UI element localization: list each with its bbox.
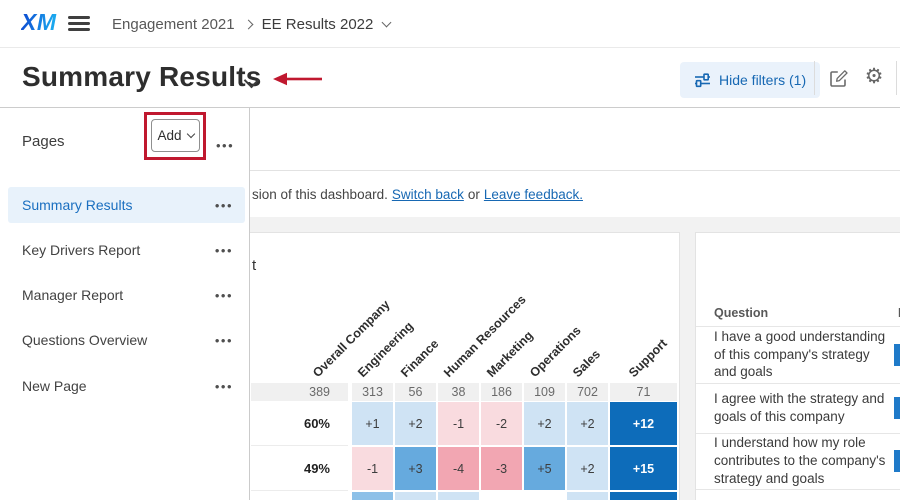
heatmap-overall-percent	[251, 491, 348, 500]
edit-dashboard-button[interactable]	[826, 66, 850, 90]
heatmap-column-header: Sales	[569, 346, 603, 380]
heatmap-column-header: Human Resources	[440, 292, 529, 380]
xm-logo[interactable]: XM	[21, 9, 57, 35]
heatmap-delta-cell[interactable]: +15	[610, 447, 677, 490]
heatmap-delta-cell[interactable]	[567, 492, 608, 500]
page-item-options-button[interactable]: •••	[213, 240, 235, 261]
hamburger-menu-icon[interactable]	[68, 16, 90, 32]
question-row[interactable]: I have a good understanding of this comp…	[714, 328, 886, 380]
heatmap-widget-title-fragment: t	[252, 257, 257, 274]
heatmap-delta-cell[interactable]	[395, 492, 436, 500]
question-score-bar	[894, 397, 900, 419]
row-divider	[696, 489, 900, 490]
page-item-label: Summary Results	[22, 197, 133, 213]
title-bar: Summary Results Hide filters (1)	[0, 48, 900, 108]
banner-or-text: or	[467, 186, 480, 202]
heatmap-delta-cell[interactable]	[352, 492, 393, 500]
clipped-column-header-fragment: I	[898, 306, 900, 320]
breadcrumb-dashboard[interactable]: EE Results 2022	[261, 15, 374, 33]
page-item[interactable]: Manager Report •••	[8, 277, 245, 313]
heatmap-overall-percent: 60%	[251, 401, 348, 446]
heatmap-delta-cell[interactable]	[524, 492, 565, 500]
leave-feedback-link[interactable]: Leave feedback.	[483, 186, 583, 202]
breadcrumb-project[interactable]: Engagement 2021	[112, 15, 235, 33]
header-divider	[696, 326, 900, 327]
heatmap-overall-percent: 49%	[251, 446, 348, 491]
top-nav-bar: XM Engagement 2021 EE Results 2022	[0, 0, 900, 48]
page-item[interactable]: Questions Overview •••	[8, 322, 245, 358]
add-button-label: Add	[157, 128, 182, 143]
edit-pencil-icon	[829, 69, 848, 87]
page-item-options-button[interactable]: •••	[213, 330, 235, 351]
pages-panel-title: Pages	[22, 133, 65, 150]
toolbar-divider-right	[896, 61, 897, 95]
heatmap-delta-cell[interactable]: +12	[610, 402, 677, 445]
heatmap-delta-cell[interactable]: +2	[567, 447, 608, 490]
heatmap-delta-cell[interactable]: -3	[481, 447, 522, 490]
page-item-label: Questions Overview	[22, 332, 148, 348]
annotation-red-arrow	[273, 72, 322, 86]
question-score-bar	[894, 343, 900, 366]
heatmap-delta-cell[interactable]	[438, 492, 479, 500]
switch-back-link[interactable]: Switch back	[391, 186, 464, 202]
heatmap-delta-cell[interactable]: +2	[524, 402, 565, 445]
heatmap-delta-cell[interactable]	[610, 492, 677, 500]
hide-filters-label: Hide filters (1)	[719, 72, 807, 88]
heatmap-column-header: Support	[625, 336, 670, 380]
page-item[interactable]: Summary Results •••	[8, 187, 245, 223]
settings-button[interactable]: ⚙	[862, 64, 886, 88]
heatmap-respondent-count: 38	[438, 383, 479, 401]
heatmap-respondent-count: 186	[481, 383, 522, 401]
heatmap-respondent-count: 71	[610, 383, 677, 401]
page-item[interactable]: New Page •••	[8, 368, 245, 404]
row-divider	[696, 433, 900, 434]
page-item[interactable]: Key Drivers Report •••	[8, 232, 245, 268]
question-column-header: Question	[714, 306, 769, 320]
heatmap-delta-cell[interactable]: +3	[395, 447, 436, 490]
question-score-bar	[894, 450, 900, 472]
pages-options-button[interactable]: •••	[214, 135, 236, 156]
chevron-right-icon	[243, 19, 254, 30]
banner-message-fragment: sion of this dashboard.	[252, 186, 388, 202]
heatmap-delta-cell[interactable]: +5	[524, 447, 565, 490]
chevron-down-icon	[186, 129, 195, 139]
heatmap-delta-cell[interactable]	[481, 492, 522, 500]
filter-sliders-icon	[695, 73, 710, 88]
breadcrumb: Engagement 2021 EE Results 2022	[112, 0, 392, 48]
page-item-options-button[interactable]: •••	[213, 376, 235, 397]
heatmap-delta-cell[interactable]: +2	[395, 402, 436, 445]
question-row[interactable]: I understand how my role contributes to …	[714, 435, 886, 486]
page-item-label: Key Drivers Report	[22, 242, 141, 258]
toolbar-divider	[814, 61, 815, 95]
chevron-down-icon[interactable]	[381, 17, 392, 28]
heatmap-respondent-count: 56	[395, 383, 436, 401]
heatmap-delta-cell[interactable]: -1	[438, 402, 479, 445]
page-title: Summary Results	[22, 61, 262, 92]
heatmap-column-header: Finance	[397, 336, 441, 380]
heatmap-column-header: Overall Company	[309, 297, 393, 380]
heatmap-delta-cell[interactable]: +2	[567, 402, 608, 445]
page-item-label: Manager Report	[22, 287, 124, 303]
question-list-widget: Question I I have a good understanding o…	[695, 232, 900, 500]
page-item-options-button[interactable]: •••	[213, 195, 235, 216]
page-item-label: New Page	[22, 378, 87, 394]
heatmap-delta-cell[interactable]: -4	[438, 447, 479, 490]
heatmap-respondent-count: 109	[524, 383, 565, 401]
hide-filters-button[interactable]: Hide filters (1)	[680, 62, 821, 98]
gear-icon: ⚙	[864, 64, 884, 88]
heatmap-delta-cell[interactable]: +1	[352, 402, 393, 445]
question-row[interactable]: I agree with the strategy and goals of t…	[714, 391, 885, 424]
pages-drawer: Pages Add ••• Summary Results ••• Key Driv…	[0, 108, 250, 500]
page-item-options-button[interactable]: •••	[213, 285, 235, 306]
heatmap-delta-cell[interactable]: -1	[352, 447, 393, 490]
heatmap-delta-cell[interactable]: -2	[481, 402, 522, 445]
heatmap-respondent-count: 389	[251, 383, 348, 401]
row-divider	[696, 383, 900, 384]
add-page-button[interactable]: Add	[151, 119, 200, 152]
heatmap-respondent-count: 702	[567, 383, 608, 401]
heatmap-respondent-count: 313	[352, 383, 393, 401]
